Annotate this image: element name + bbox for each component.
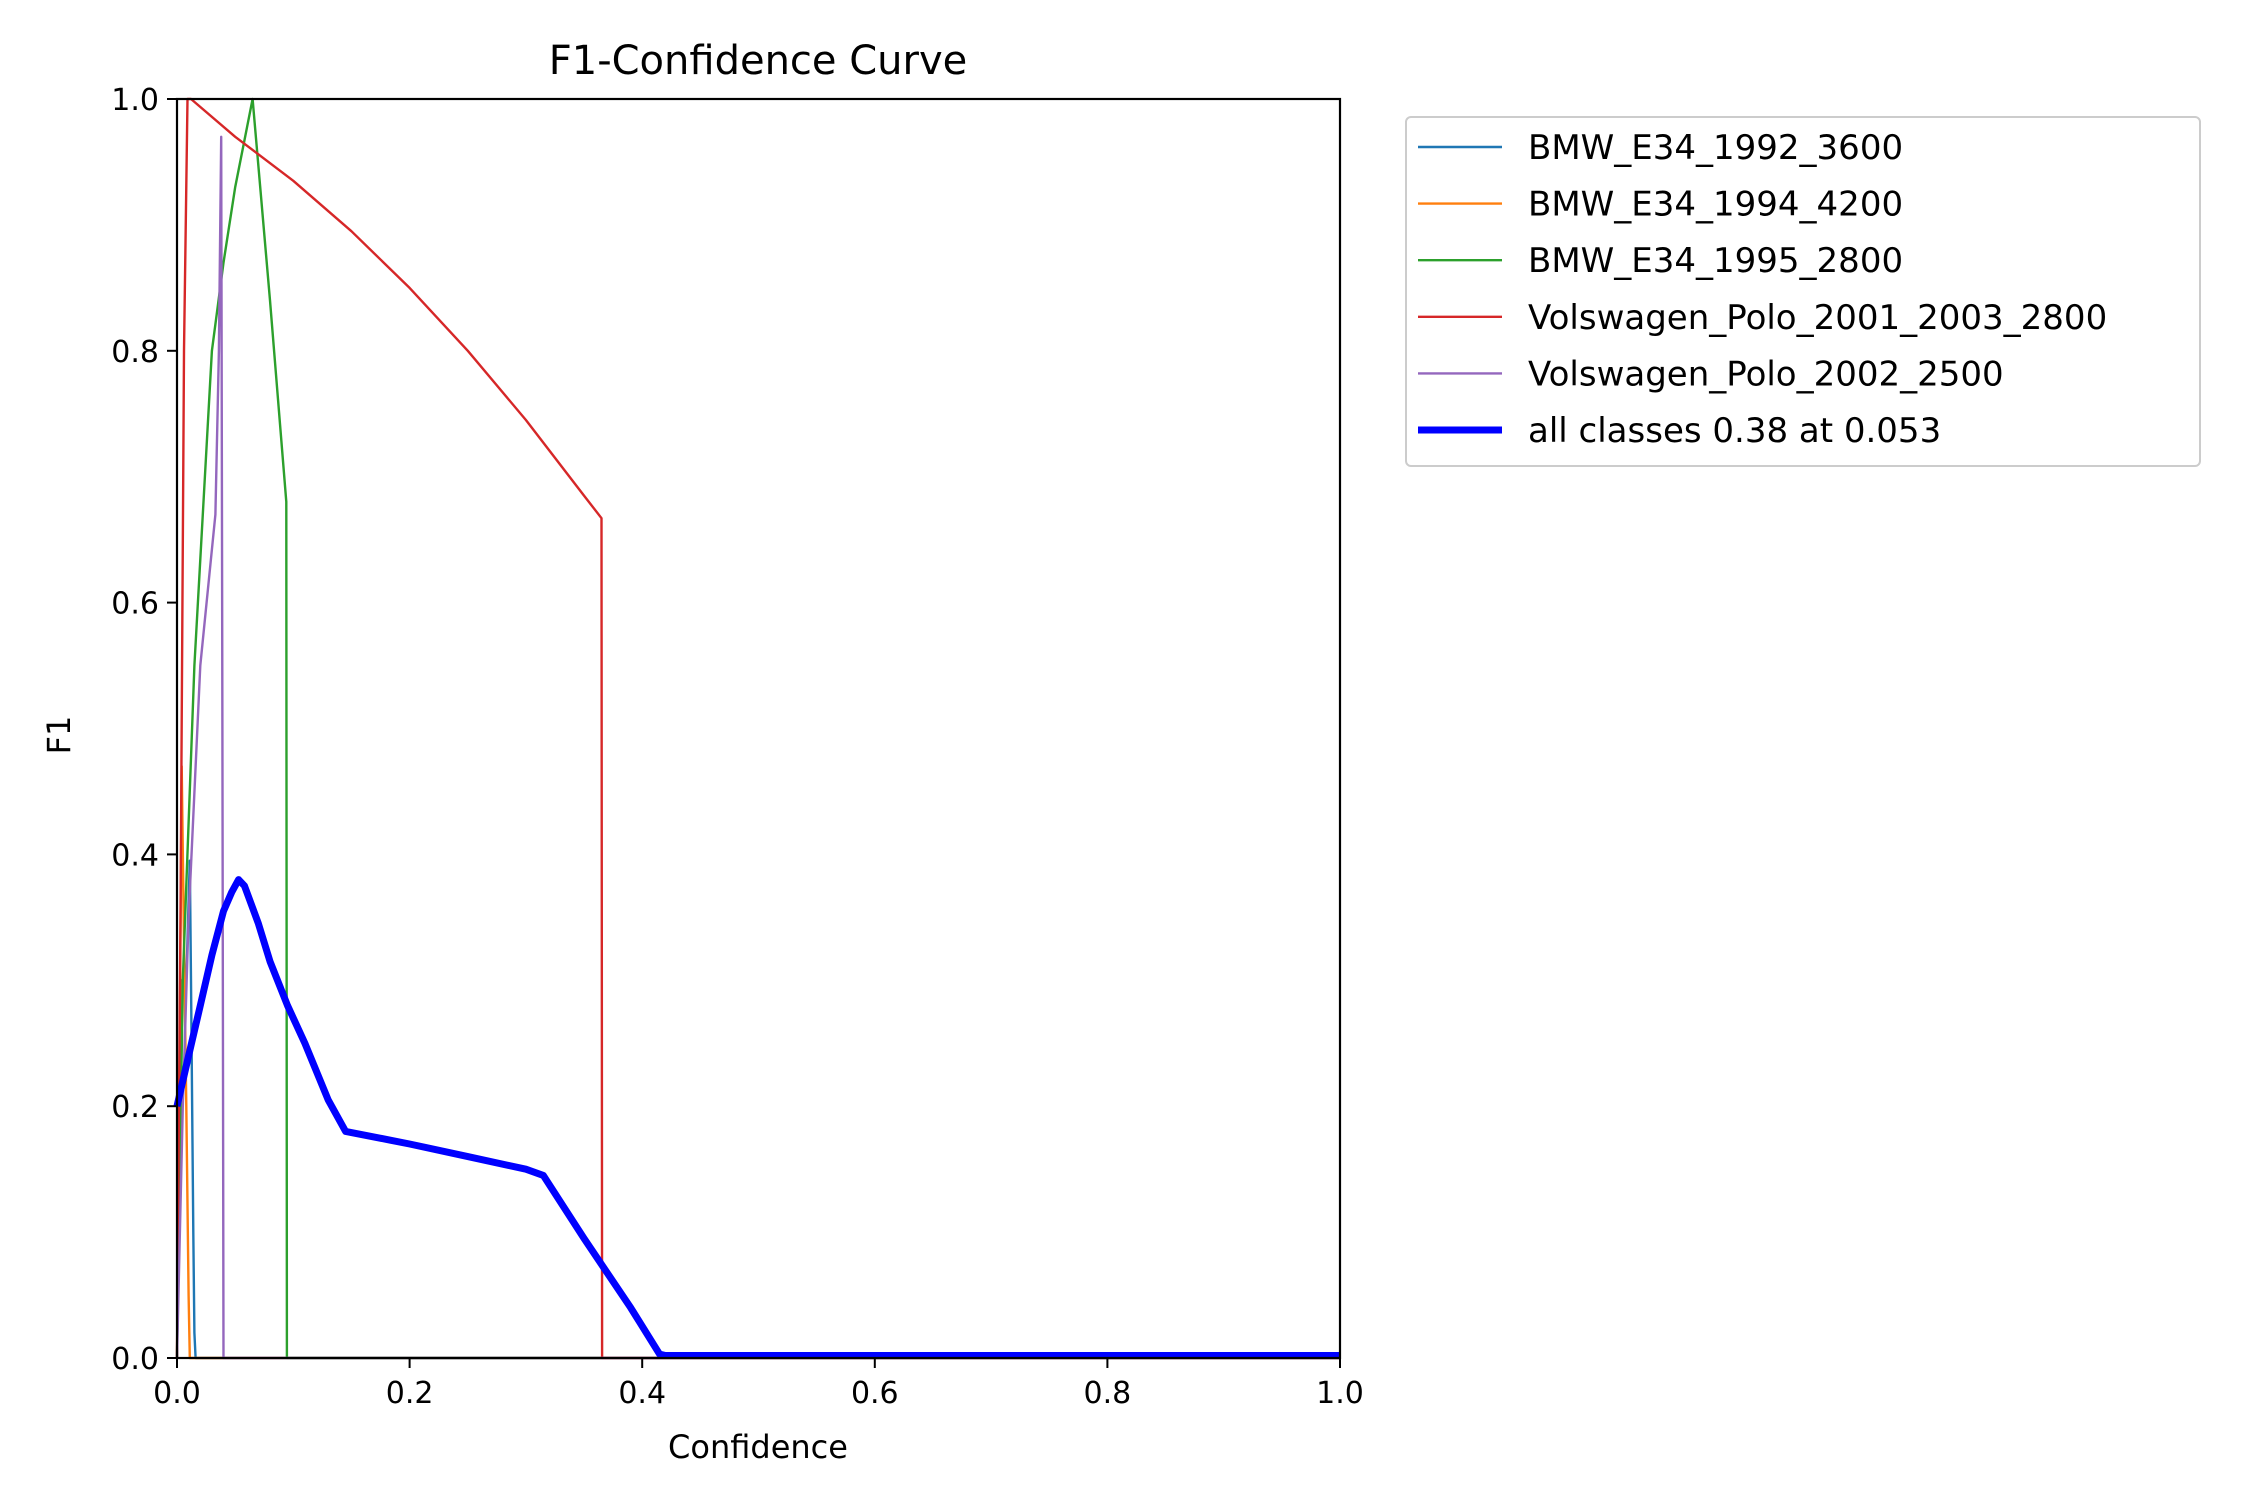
legend-label-1: BMW_E34_1992_3600 xyxy=(1528,128,1903,168)
series-line-2 xyxy=(175,765,1340,1360)
x-axis-ticks: 0.0 0.2 0.4 0.6 0.8 1.0 xyxy=(153,1358,1364,1411)
series-line-5 xyxy=(175,135,1340,1360)
x-tick-label: 0.6 xyxy=(851,1376,899,1411)
y-tick-label: 0.0 xyxy=(111,1342,159,1377)
chart-title: F1-Confidence Curve xyxy=(549,38,968,84)
series-line-1 xyxy=(175,859,1340,1360)
legend-label-6: all classes 0.38 at 0.053 xyxy=(1528,411,1941,451)
y-axis-label: F1 xyxy=(40,716,78,755)
legend: BMW_E34_1992_3600 BMW_E34_1994_4200 BMW_E3… xyxy=(1405,116,2201,467)
x-tick-label: 0.8 xyxy=(1084,1376,1132,1411)
series-line-6 xyxy=(173,876,1340,1359)
legend-label-2: BMW_E34_1994_4200 xyxy=(1528,185,1903,225)
series-line-4 xyxy=(175,97,1340,1360)
y-tick-label: 0.6 xyxy=(111,587,159,622)
plot-frame xyxy=(175,97,1342,1360)
x-tick-label: 0.2 xyxy=(386,1376,434,1411)
x-tick-label: 0.4 xyxy=(618,1376,666,1411)
y-tick-label: 0.8 xyxy=(111,335,159,370)
y-tick-label: 0.2 xyxy=(111,1090,159,1125)
legend-label-4: Volswagen_Polo_2001_2003_2800 xyxy=(1528,298,2107,338)
plot-series xyxy=(173,97,1340,1360)
x-tick-label: 1.0 xyxy=(1316,1376,1364,1411)
x-axis-label: Confidence xyxy=(668,1428,848,1466)
legend-box xyxy=(1405,116,2201,467)
legend-label-5: Volswagen_Polo_2002_2500 xyxy=(1528,354,2004,394)
y-axis-ticks: 0.0 0.2 0.4 0.6 0.8 1.0 xyxy=(111,83,177,1377)
y-tick-label: 1.0 xyxy=(111,83,159,118)
x-tick-label: 0.0 xyxy=(153,1376,201,1411)
series-line-3 xyxy=(175,97,1340,1360)
legend-label-3: BMW_E34_1995_2800 xyxy=(1528,241,1903,281)
y-tick-label: 0.4 xyxy=(111,838,159,873)
